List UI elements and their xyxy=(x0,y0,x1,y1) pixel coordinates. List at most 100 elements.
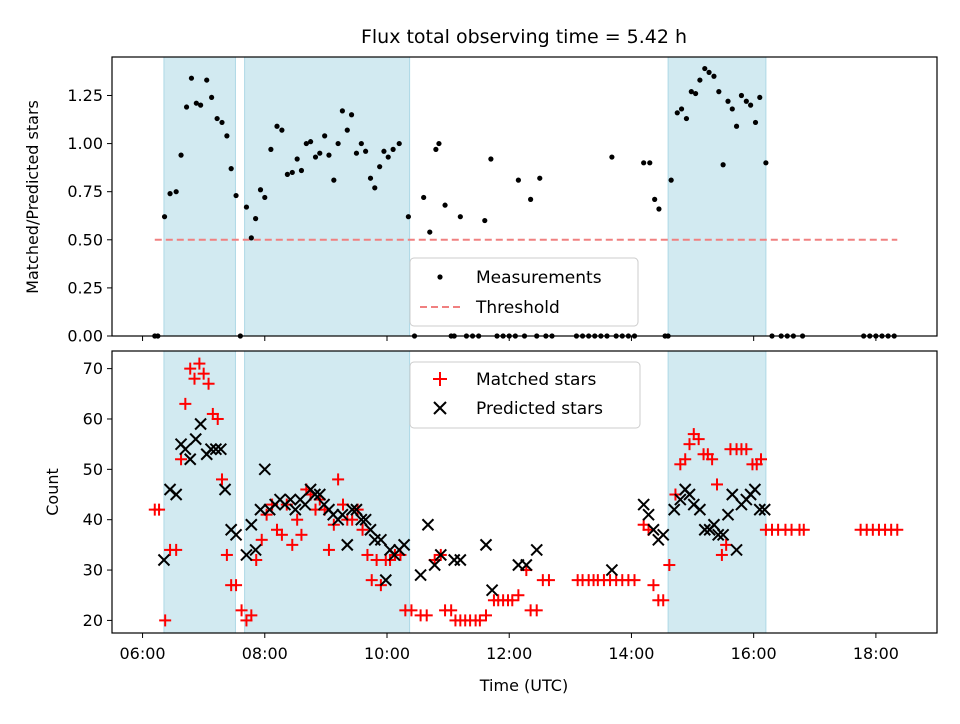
legend-predicted-label: Predicted stars xyxy=(476,399,603,419)
predicted-point xyxy=(707,518,721,531)
predicted-point xyxy=(204,442,218,456)
measurement-point xyxy=(198,102,204,108)
predicted-point xyxy=(189,432,202,446)
predicted-point xyxy=(289,503,302,516)
measurement-point xyxy=(214,115,220,122)
measurement-point xyxy=(652,196,658,202)
legend-measurements-marker xyxy=(437,274,443,280)
observing-band xyxy=(244,350,411,634)
matched-point xyxy=(230,579,243,592)
predicted-point xyxy=(683,488,696,501)
matched-point xyxy=(706,453,719,466)
predicted-point xyxy=(657,528,670,542)
predicted-point xyxy=(350,503,363,516)
matched-point xyxy=(480,609,492,622)
predicted-point xyxy=(336,508,349,521)
matched-point xyxy=(211,412,224,425)
x-tick-label: 18:00 xyxy=(853,644,899,663)
measurement-point xyxy=(167,191,173,197)
predicted-point xyxy=(693,503,707,516)
matched-point xyxy=(445,604,458,617)
measurement-point xyxy=(757,94,763,101)
predicted-point xyxy=(245,518,258,531)
y-tick-label: 1.00 xyxy=(67,134,103,153)
measurement-point xyxy=(528,196,534,202)
measurement-point xyxy=(702,65,708,72)
predicted-point xyxy=(345,503,359,516)
measurement-point xyxy=(668,177,674,183)
predicted-point xyxy=(716,528,730,542)
matched-point xyxy=(657,594,670,607)
matched-point xyxy=(175,453,188,466)
measurement-point xyxy=(656,206,662,212)
predicted-point xyxy=(428,558,441,572)
predicted-point xyxy=(520,558,533,572)
matched-point xyxy=(473,614,486,627)
y-tick-label: 0.75 xyxy=(67,182,103,201)
y-tick-label: 50 xyxy=(83,460,103,479)
matched-point xyxy=(365,574,378,587)
matched-point xyxy=(188,372,201,385)
predicted-point xyxy=(485,583,499,597)
measurement-point xyxy=(193,100,199,106)
predicted-point xyxy=(308,488,322,501)
measurement-point xyxy=(348,112,355,118)
matched-point xyxy=(275,528,288,541)
matched-point xyxy=(202,377,215,390)
measurement-point xyxy=(763,160,769,166)
legend-predicted-marker xyxy=(433,401,447,415)
predicted-point xyxy=(229,528,243,542)
predicted-point xyxy=(605,563,619,577)
predicted-point xyxy=(758,503,771,516)
measurement-point xyxy=(405,214,411,220)
predicted-point xyxy=(397,538,411,552)
x-tick-label: 08:00 xyxy=(242,644,288,663)
matched-point xyxy=(715,548,728,561)
legend-matched-label: Matched stars xyxy=(476,370,596,390)
measurement-point xyxy=(344,127,350,133)
matched-point xyxy=(170,543,183,556)
measurement-point xyxy=(358,140,364,147)
measurement-point xyxy=(720,162,726,168)
predicted-point xyxy=(753,503,766,516)
legend-measurements-label: Measurements xyxy=(476,268,602,288)
y-tick-label: 20 xyxy=(83,611,103,630)
matched-point xyxy=(286,538,299,551)
measurement-point xyxy=(738,92,745,99)
y-tick-label: 40 xyxy=(83,510,103,529)
measurement-point xyxy=(381,148,387,154)
matched-point xyxy=(647,579,660,592)
matched-point xyxy=(291,513,304,526)
matched-point xyxy=(542,574,555,587)
matched-point xyxy=(260,508,273,521)
measurement-point xyxy=(161,214,168,220)
matched-point xyxy=(512,589,525,602)
matched-point xyxy=(628,574,641,587)
measurement-point xyxy=(339,108,345,114)
matched-point xyxy=(295,528,308,541)
measurement-point xyxy=(353,150,360,156)
measurement-point xyxy=(688,89,694,95)
predicted-point xyxy=(218,483,232,496)
matched-point xyxy=(740,443,753,456)
matched-point xyxy=(184,362,197,375)
measurement-point xyxy=(248,235,254,241)
y-tick-label: 0.00 xyxy=(67,327,103,346)
y-tick-label: 60 xyxy=(83,409,103,428)
bottom-predicted-points xyxy=(157,417,771,597)
measurement-point xyxy=(228,166,234,172)
predicted-point xyxy=(479,538,493,552)
measurement-point xyxy=(436,140,442,147)
measurement-point xyxy=(317,150,323,156)
predicted-point xyxy=(341,538,354,552)
measurement-point xyxy=(372,185,378,191)
bottom-y-axis-ticks: 20 30 40 50 60 70 xyxy=(83,359,112,630)
top-y-axis-ticks: 0.00 0.25 0.50 0.75 1.00 1.25 xyxy=(67,86,112,346)
legend-threshold-label: Threshold xyxy=(475,298,560,318)
matched-point xyxy=(405,604,418,617)
measurement-point xyxy=(183,104,190,110)
matched-point xyxy=(679,453,692,466)
y-tick-label: 1.25 xyxy=(67,86,103,105)
measurement-point xyxy=(683,115,690,122)
